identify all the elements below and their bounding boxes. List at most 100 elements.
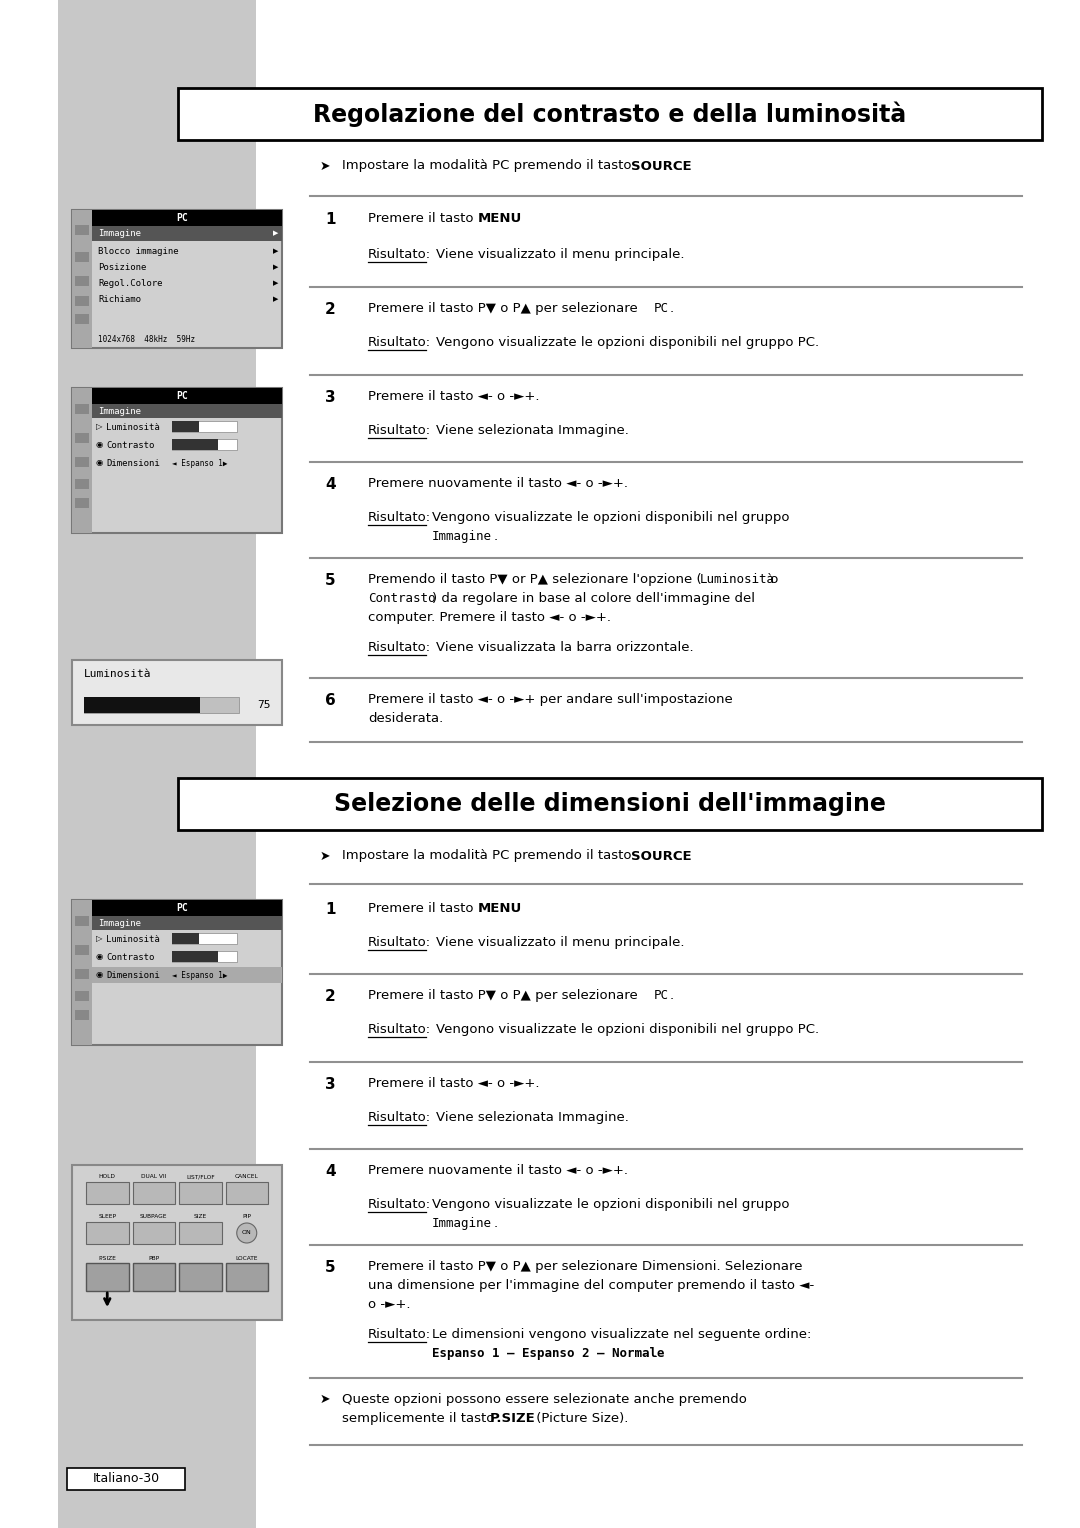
Text: SLEEP: SLEEP (98, 1215, 117, 1219)
Bar (179, 1264, 221, 1291)
Text: .: . (494, 530, 498, 542)
Text: PC: PC (176, 212, 188, 223)
Bar (72, 209, 282, 348)
Bar (75, 992, 89, 1001)
Text: 3: 3 (325, 390, 336, 405)
Text: ▶: ▶ (273, 280, 279, 286)
Text: MENU: MENU (478, 902, 523, 915)
Text: Luminosità: Luminosità (106, 935, 160, 943)
Text: ▷: ▷ (96, 935, 103, 943)
Text: 1: 1 (325, 212, 336, 228)
Bar (75, 252, 89, 263)
Text: MENU: MENU (478, 212, 523, 225)
Bar (226, 1183, 268, 1204)
Text: Impostare la modalità PC premendo il tasto: Impostare la modalità PC premendo il tas… (342, 850, 636, 862)
Text: ➤: ➤ (320, 850, 330, 862)
Text: SOURCE: SOURCE (631, 159, 691, 173)
Text: SUBPAGE: SUBPAGE (140, 1215, 167, 1219)
Text: Italiano-30: Italiano-30 (93, 1473, 160, 1485)
Text: 4: 4 (325, 477, 336, 492)
Bar (179, 1222, 221, 1244)
Text: .: . (514, 212, 518, 225)
Text: o -►+.: o -►+. (368, 1297, 410, 1311)
Bar (172, 934, 237, 944)
Text: 6: 6 (325, 694, 336, 707)
Text: .: . (670, 303, 674, 315)
Text: Premere il tasto ◄- o -►+ per andare sull'impostazione: Premere il tasto ◄- o -►+ per andare sul… (368, 694, 732, 706)
Text: Vengono visualizzate le opzioni disponibili nel gruppo PC.: Vengono visualizzate le opzioni disponib… (436, 336, 819, 348)
Text: ) da regolare in base al colore dell'immagine del: ) da regolare in base al colore dell'imm… (432, 591, 755, 605)
Bar (75, 1010, 89, 1021)
Text: Premere nuovamente il tasto ◄- o -►+.: Premere nuovamente il tasto ◄- o -►+. (368, 477, 627, 490)
Bar (172, 439, 237, 451)
Text: ▶: ▶ (273, 296, 279, 303)
Bar (172, 950, 237, 963)
Text: PIP: PIP (242, 1215, 252, 1219)
Text: semplicemente il tasto: semplicemente il tasto (342, 1412, 499, 1426)
Text: 3: 3 (325, 1077, 336, 1093)
Bar (86, 1264, 129, 1291)
Text: Dimensioni: Dimensioni (106, 458, 160, 468)
Text: Regol.Colore: Regol.Colore (98, 278, 162, 287)
Bar (75, 915, 89, 926)
Bar (172, 422, 237, 432)
Text: ◉: ◉ (96, 440, 104, 449)
Text: Risultato:: Risultato: (368, 336, 431, 348)
Text: P.SIZE: P.SIZE (490, 1412, 536, 1426)
Text: Risultato:: Risultato: (368, 642, 431, 654)
Text: .: . (514, 902, 518, 915)
Bar (86, 1183, 129, 1204)
Text: .: . (654, 1348, 658, 1360)
Text: Le dimensioni vengono visualizzate nel seguente ordine:: Le dimensioni vengono visualizzate nel s… (432, 1328, 811, 1342)
Text: 5: 5 (325, 573, 336, 588)
Text: Contrasto: Contrasto (106, 440, 154, 449)
Text: CANCEL: CANCEL (234, 1175, 258, 1180)
Text: ▶: ▶ (273, 264, 279, 270)
Bar (172, 934, 200, 944)
Text: .: . (494, 1216, 498, 1230)
Text: Risultato:: Risultato: (368, 510, 431, 524)
Text: Premere il tasto ◄- o -►+.: Premere il tasto ◄- o -►+. (368, 390, 540, 403)
Bar (172, 439, 217, 451)
Bar (178, 89, 1042, 141)
Bar (172, 422, 200, 432)
Text: PBP: PBP (148, 1256, 160, 1261)
Text: Posizione: Posizione (98, 263, 147, 272)
Text: PC: PC (654, 989, 669, 1002)
Bar (133, 1183, 175, 1204)
Text: ◉: ◉ (96, 458, 104, 468)
Text: o: o (766, 573, 779, 587)
Bar (133, 1222, 175, 1244)
Text: Risultato:: Risultato: (368, 937, 431, 949)
Text: ➤: ➤ (320, 159, 330, 173)
Text: LOCATE: LOCATE (235, 1256, 258, 1261)
Bar (84, 697, 239, 714)
Text: Luminosità: Luminosità (700, 573, 775, 587)
Text: P.SIZE: P.SIZE (98, 1256, 117, 1261)
Text: LIST/FLOF: LIST/FLOF (186, 1175, 215, 1180)
Text: 2: 2 (325, 303, 336, 316)
Text: 1: 1 (325, 902, 336, 917)
Bar (92, 967, 282, 983)
Bar (84, 697, 200, 714)
Text: ▶: ▶ (273, 231, 279, 235)
Text: Viene visualizzata la barra orizzontale.: Viene visualizzata la barra orizzontale. (436, 642, 693, 654)
Text: Risultato:: Risultato: (368, 1328, 431, 1342)
Circle shape (237, 1222, 257, 1242)
Text: ON: ON (242, 1230, 252, 1236)
Text: .: . (670, 989, 674, 1002)
Text: Immagine: Immagine (98, 918, 141, 927)
Bar (72, 209, 92, 348)
Text: desiderata.: desiderata. (368, 712, 443, 724)
Text: Dimensioni: Dimensioni (106, 970, 160, 979)
Text: Impostare la modalità PC premendo il tasto: Impostare la modalità PC premendo il tas… (342, 159, 636, 173)
Bar (92, 915, 282, 931)
Bar (58, 0, 256, 1528)
Text: Viene selezionata Immagine.: Viene selezionata Immagine. (436, 1111, 629, 1125)
Text: PC: PC (654, 303, 669, 315)
Text: ◉: ◉ (96, 952, 104, 961)
Bar (75, 944, 89, 955)
Bar (75, 315, 89, 324)
Text: Viene visualizzato il menu principale.: Viene visualizzato il menu principale. (436, 248, 685, 261)
Text: .: . (679, 159, 684, 173)
